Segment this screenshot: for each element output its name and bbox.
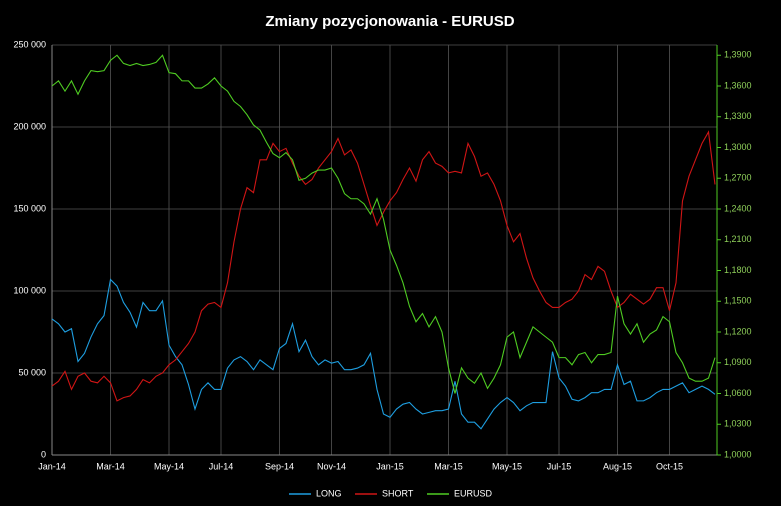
y-tick-label: 150 000 [13, 203, 46, 213]
y-tick-label: 250 000 [13, 39, 46, 49]
x-tick-label: Jul-14 [209, 461, 234, 471]
y2-tick-label: 1,3000 [724, 142, 752, 152]
y-tick-label: 50 000 [18, 367, 46, 377]
x-tick-label: Jul-15 [547, 461, 572, 471]
y2-tick-label: 1,1200 [724, 326, 752, 336]
series-line [51, 130, 716, 402]
y2-tick-label: 1,0600 [724, 388, 752, 398]
x-tick-label: Oct-15 [656, 461, 683, 471]
y2-tick-label: 1,1500 [724, 296, 752, 306]
x-tick-label: May-14 [154, 461, 184, 471]
y-tick-label: 200 000 [13, 121, 46, 131]
x-tick-label: Sep-14 [265, 461, 294, 471]
x-tick-label: Aug-15 [603, 461, 632, 471]
y2-tick-label: 1,0900 [724, 357, 752, 367]
series-line [51, 54, 716, 394]
legend-label: EURUSD [454, 488, 493, 498]
series-line [51, 278, 716, 430]
x-tick-label: Jan-15 [376, 461, 404, 471]
y-tick-label: 100 000 [13, 285, 46, 295]
x-tick-label: Mar-14 [96, 461, 125, 471]
y2-tick-label: 1,2700 [724, 173, 752, 183]
x-tick-label: Mar-15 [434, 461, 463, 471]
chart-title: Zmiany pozycjonowania - EURUSD [265, 13, 514, 30]
x-tick-label: Nov-14 [317, 461, 346, 471]
y2-tick-label: 1,3900 [724, 50, 752, 60]
x-tick-label: May-15 [492, 461, 522, 471]
y-tick-label: 0 [41, 449, 46, 459]
y2-tick-label: 1,3300 [724, 111, 752, 121]
legend-label: LONG [316, 488, 342, 498]
y2-tick-label: 1,2400 [724, 203, 752, 213]
y2-tick-label: 1,3600 [724, 80, 752, 90]
y2-tick-label: 1,0300 [724, 419, 752, 429]
y2-tick-label: 1,2100 [724, 234, 752, 244]
y2-tick-label: 1,1800 [724, 265, 752, 275]
y2-tick-label: 1,0000 [724, 449, 752, 459]
legend-label: SHORT [382, 488, 414, 498]
x-tick-label: Jan-14 [38, 461, 66, 471]
